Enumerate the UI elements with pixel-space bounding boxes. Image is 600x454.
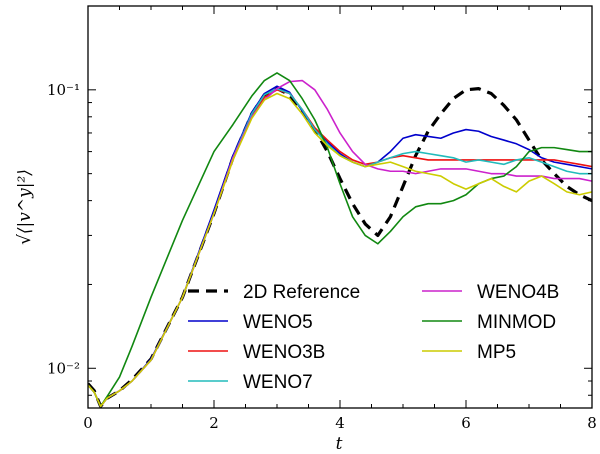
series-line-2d-reference (88, 87, 592, 408)
series-line-weno3b (88, 89, 592, 408)
legend-label: WENO7 (243, 372, 313, 393)
legend-label: WENO3B (243, 342, 325, 363)
x-tick-label: 2 (209, 414, 219, 432)
series-line-weno4b (88, 79, 592, 408)
x-tick-label: 8 (587, 414, 597, 432)
x-tick-label: 4 (335, 414, 345, 432)
y-axis-label: √⟨|v^y|²⟩ (15, 169, 35, 245)
x-tick-label: 0 (83, 414, 93, 432)
legend-label: WENO4B (477, 282, 559, 303)
series-group (88, 72, 592, 408)
legend-label: WENO5 (243, 312, 313, 333)
plot-frame (87, 5, 593, 409)
x-axis-label: t (336, 434, 343, 454)
legend-label: MP5 (477, 342, 516, 363)
series-line-mp5 (88, 92, 592, 408)
y-tick-label: 10⁻¹ (47, 81, 80, 99)
series-line-weno7 (88, 87, 592, 408)
y-tick-label: 10⁻² (47, 359, 80, 377)
series-line-minmod (88, 72, 592, 408)
legend-label: 2D Reference (243, 282, 360, 303)
legend-label: MINMOD (477, 312, 556, 333)
x-tick-label: 6 (461, 414, 471, 432)
